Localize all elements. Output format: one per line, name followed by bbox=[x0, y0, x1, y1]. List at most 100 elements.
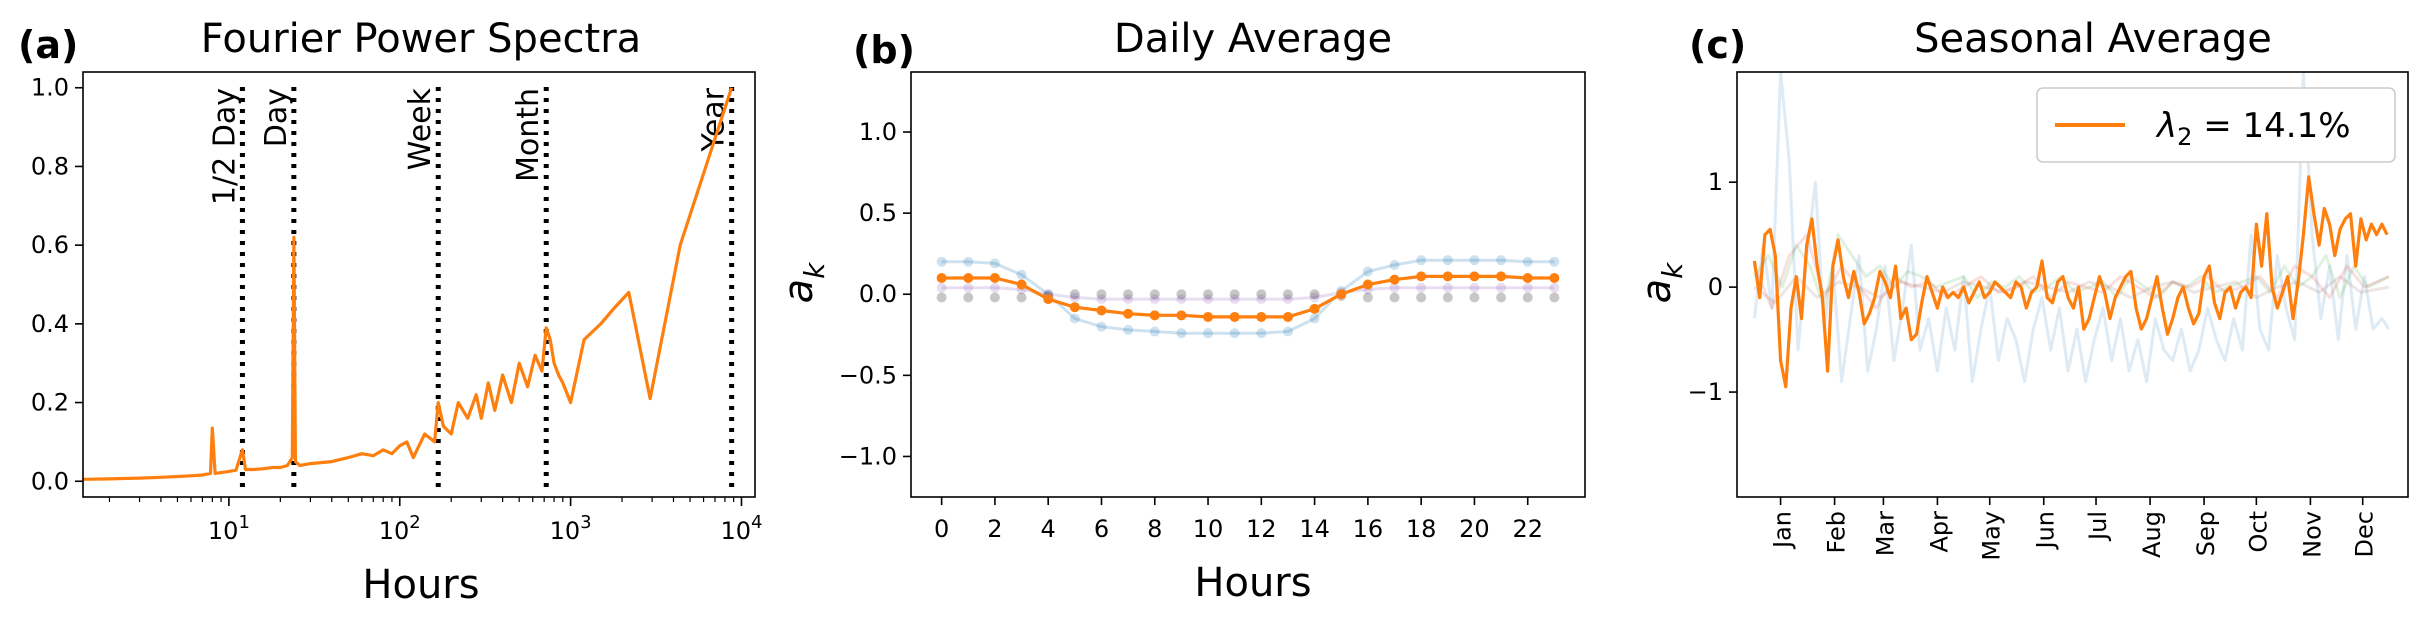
panel-b-x-axis-label: Hours bbox=[1194, 560, 1311, 606]
daily-faint-point bbox=[1469, 282, 1480, 293]
y-tick-label: 0.6 bbox=[31, 231, 69, 259]
x-tick-label: 101 bbox=[208, 512, 250, 545]
daily-faint-point bbox=[1203, 328, 1214, 339]
daily-faint-point bbox=[1309, 289, 1320, 300]
x-tick-label: 104 bbox=[720, 512, 762, 545]
daily-faint-point bbox=[989, 292, 1000, 303]
daily-faint-series-line bbox=[941, 258, 1555, 335]
daily-faint-point bbox=[1549, 292, 1560, 303]
daily-faint-point bbox=[1123, 289, 1134, 300]
marker-label: Day bbox=[259, 88, 294, 147]
x-tick-label: 14 bbox=[1299, 515, 1330, 543]
spectrum-series-line bbox=[83, 87, 734, 481]
panel-c-seasonal-average: (c) Seasonal Average ak λ2 = 14.1% −1 0 1 J… bbox=[1634, 16, 2409, 561]
daily-faint-point bbox=[1176, 328, 1187, 339]
y-tick-label: −1.0 bbox=[839, 442, 897, 470]
panel-c-legend: λ2 = 14.1% bbox=[2036, 87, 2396, 163]
x-tick-label: 20 bbox=[1459, 515, 1490, 543]
daily-faint-point bbox=[1149, 326, 1160, 337]
daily-faint-point bbox=[1362, 266, 1373, 277]
x-tick-label: 8 bbox=[1147, 515, 1162, 543]
y-tick-label: 0.5 bbox=[859, 199, 897, 227]
daily-faint-point bbox=[1282, 294, 1293, 305]
daily-faint-point bbox=[1416, 292, 1427, 303]
daily-faint-point bbox=[1069, 289, 1080, 300]
x-tick-label: 22 bbox=[1512, 515, 1543, 543]
daily-faint-point bbox=[1389, 292, 1400, 303]
daily-faint-point bbox=[936, 256, 947, 267]
x-tick-label: Apr bbox=[1925, 511, 1953, 553]
x-tick-label: 0 bbox=[934, 515, 949, 543]
panel-c-label: (c) bbox=[1689, 23, 1746, 67]
daily-faint-point bbox=[1282, 289, 1293, 300]
daily-main-point bbox=[1176, 310, 1187, 321]
panel-a-title: Fourier Power Spectra bbox=[201, 16, 641, 62]
panel-a-axes-frame bbox=[82, 71, 756, 498]
daily-faint-point bbox=[1522, 256, 1533, 267]
daily-faint-point bbox=[1149, 294, 1160, 305]
daily-main-point bbox=[1469, 271, 1480, 282]
daily-main-point bbox=[1016, 279, 1027, 290]
daily-main-point bbox=[936, 273, 947, 284]
daily-faint-point bbox=[1069, 292, 1080, 303]
x-tick-label: Sep bbox=[2192, 511, 2220, 556]
daily-faint-point bbox=[989, 282, 1000, 293]
daily-main-point bbox=[1096, 305, 1107, 316]
panel-b-axes-frame bbox=[910, 71, 1586, 498]
daily-faint-point bbox=[1309, 313, 1320, 324]
daily-faint-point bbox=[1416, 282, 1427, 293]
x-tick-label: May bbox=[1978, 511, 2006, 561]
marker-label: Month bbox=[511, 88, 546, 182]
marker-label: Week bbox=[403, 87, 438, 170]
panel-a-label: (a) bbox=[18, 23, 78, 67]
daily-faint-point bbox=[1549, 282, 1560, 293]
daily-main-point bbox=[1389, 274, 1400, 285]
y-tick-label: 0.8 bbox=[31, 152, 69, 180]
daily-main-point bbox=[1043, 294, 1054, 305]
daily-faint-point bbox=[1123, 324, 1134, 335]
x-tick-label: 18 bbox=[1406, 515, 1437, 543]
daily-faint-point bbox=[1229, 289, 1240, 300]
seasonal-main-series-line bbox=[1752, 175, 2389, 389]
daily-faint-point bbox=[1496, 282, 1507, 293]
panel-c-axes-frame bbox=[1736, 71, 2409, 498]
legend-label: λ2 = 14.1% bbox=[2155, 106, 2351, 151]
daily-faint-point bbox=[1522, 292, 1533, 303]
daily-faint-point bbox=[1016, 269, 1027, 280]
daily-main-point bbox=[1309, 303, 1320, 314]
daily-faint-point bbox=[1203, 294, 1214, 305]
x-tick-label: 4 bbox=[1041, 515, 1056, 543]
daily-main-point bbox=[1149, 310, 1160, 321]
daily-faint-point bbox=[1496, 255, 1507, 266]
daily-faint-point bbox=[1469, 255, 1480, 266]
panel-b-y-axis-label: ak bbox=[776, 261, 831, 304]
daily-faint-point bbox=[1416, 255, 1427, 266]
x-tick-label: Nov bbox=[2298, 511, 2326, 558]
x-tick-label: 2 bbox=[987, 515, 1002, 543]
y-tick-label: 1.0 bbox=[859, 118, 897, 146]
x-tick-label: Jan bbox=[1769, 511, 1797, 550]
panel-a-fourier-spectra: (a) Fourier Power Spectra Hours 1/2 Day D… bbox=[18, 16, 762, 608]
daily-faint-point bbox=[1442, 255, 1453, 266]
panel-b-daily-average: (b) Daily Average Hours ak −1.0 −0.5 0.0 0.… bbox=[776, 16, 1586, 606]
daily-faint-point bbox=[1522, 282, 1533, 293]
seasonal-faint-series-line bbox=[1752, 72, 2391, 384]
daily-faint-point bbox=[1123, 294, 1134, 305]
daily-faint-point bbox=[936, 292, 947, 303]
daily-main-point bbox=[1203, 311, 1214, 322]
daily-main-point bbox=[963, 273, 974, 284]
daily-faint-point bbox=[1362, 292, 1373, 303]
panel-c-y-axis-label: ak bbox=[1634, 261, 1689, 304]
daily-faint-point bbox=[1096, 321, 1107, 332]
panel-b-title: Daily Average bbox=[1114, 16, 1392, 62]
legend-box bbox=[2036, 87, 2396, 163]
marker-label: 1/2 Day bbox=[207, 88, 242, 205]
x-tick-label: Aug bbox=[2138, 511, 2166, 558]
daily-faint-point bbox=[1096, 289, 1107, 300]
daily-main-point bbox=[1256, 311, 1267, 322]
y-tick-label: −0.5 bbox=[839, 361, 897, 389]
panel-a-x-axis-label: Hours bbox=[362, 562, 479, 608]
x-tick-label: Mar bbox=[1871, 511, 1899, 556]
daily-main-point bbox=[1522, 273, 1533, 284]
daily-faint-point bbox=[1229, 294, 1240, 305]
